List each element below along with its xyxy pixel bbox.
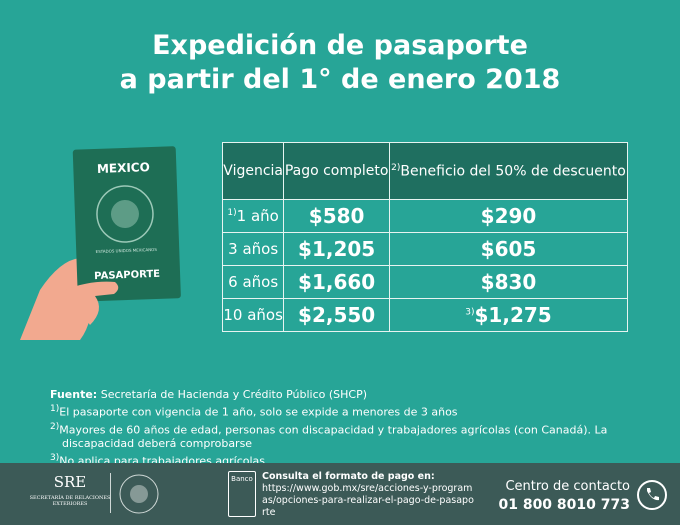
cell-text: 6 años	[228, 273, 279, 291]
notes: Fuente: Secretaría de Hacienda y Crédito…	[50, 388, 650, 469]
table-cell: $1,660	[283, 265, 390, 299]
table-cell: $830	[388, 265, 629, 299]
cell-text: $1,660	[298, 270, 376, 294]
table-cell: $2,550	[283, 298, 390, 332]
table-cell: 10 años	[221, 298, 285, 332]
footer: SRE SECRETARÍA DE RELACIONES EXTERIORES …	[0, 463, 680, 525]
seal-icon	[119, 474, 159, 514]
passport-illustration: MEXICO ESTADOS UNIDOS MEXICANOS PASAPORT…	[20, 146, 181, 340]
consult: Consulta el formato de pago en: https://…	[262, 471, 477, 519]
cell-text: $1,275	[474, 303, 552, 327]
cell-text: 1 año	[236, 207, 279, 225]
cell-text: $580	[308, 204, 365, 228]
table-row: 10 años $2,550 3)$1,275	[221, 298, 629, 332]
consult-url: https://www.gob.mx/sre/acciones-y-progra…	[262, 483, 474, 518]
table-cell: $605	[388, 232, 629, 266]
footnote-mark: 3)	[465, 307, 475, 318]
header-row: Vigencia Pago completo 2)Beneficio del 50%…	[221, 142, 629, 200]
footnote-mark: 1)	[50, 404, 60, 414]
cell-text: Beneficio del 50% de descuento	[400, 163, 626, 180]
cell-text: 10 años	[223, 306, 283, 324]
passport-seal: ESTADOS UNIDOS MEXICANOS	[96, 247, 158, 254]
consult-title: Consulta el formato de pago en:	[262, 471, 435, 482]
bank-label: Banco	[231, 475, 253, 483]
passport-label: PASAPORTE	[94, 269, 160, 282]
header-cell: Vigencia	[221, 142, 285, 200]
footnote: 1)El pasaporte con vigencia de 1 año, so…	[50, 402, 650, 420]
cell-text: $605	[480, 237, 537, 261]
cell-text: Pago completo	[284, 163, 389, 179]
phone-icon	[637, 480, 667, 510]
footnote-mark: 1)	[227, 208, 237, 218]
source-text: Secretaría de Hacienda y Crédito Público…	[100, 388, 368, 401]
cell-text: $2,550	[298, 303, 376, 327]
sre-name: SECRETARÍA DE RELACIONES EXTERIORES	[29, 495, 111, 507]
footnote: 2)Mayores de 60 años de edad, personas c…	[50, 420, 650, 452]
cell-text: $830	[480, 270, 537, 294]
footnote-text: Mayores de 60 años de edad, personas con…	[59, 423, 608, 451]
price-table: Vigencia Pago completo 2)Beneficio del 50%…	[221, 142, 629, 332]
divider	[110, 473, 111, 513]
cell-text: $1,205	[298, 237, 376, 261]
bank-icon: Banco	[228, 471, 256, 517]
table-row: 1)1 año $580 $290	[221, 199, 629, 233]
header-cell: Pago completo	[283, 142, 390, 200]
table-cell: $1,205	[283, 232, 390, 266]
cell-text: 3 años	[228, 240, 279, 258]
table-cell: $580	[283, 199, 390, 233]
contact-label: Centro de contacto	[505, 479, 630, 494]
source-label: Fuente:	[50, 388, 98, 401]
source: Fuente: Secretaría de Hacienda y Crédito…	[50, 388, 650, 402]
header-cell: 2)Beneficio del 50% de descuento	[388, 142, 629, 200]
phone: 01 800 8010 773	[498, 497, 630, 513]
footnote-mark: 2)	[50, 421, 60, 432]
table-cell: 1)1 año	[221, 199, 285, 233]
cell-text: $290	[480, 204, 537, 228]
footnote-mark: 3)	[50, 453, 60, 464]
footnote-mark: 2)	[391, 162, 401, 173]
table-row: 6 años $1,660 $830	[221, 265, 629, 299]
sre-logo: SRE	[53, 473, 87, 491]
table-cell: 3 años	[221, 232, 285, 266]
table-cell: $290	[388, 199, 629, 233]
footnote-text: El pasaporte con vigencia de 1 año, solo…	[59, 405, 458, 419]
table-cell: 6 años	[221, 265, 285, 299]
table-row: 3 años $1,205 $605	[221, 232, 629, 266]
cell-text: Vigencia	[223, 163, 283, 179]
passport-country: MEXICO	[97, 160, 150, 176]
title: a partir del 1° de enero 2018	[119, 64, 561, 95]
table-cell: 3)$1,275	[388, 298, 629, 332]
title: Expedición de pasaporte	[152, 30, 528, 61]
